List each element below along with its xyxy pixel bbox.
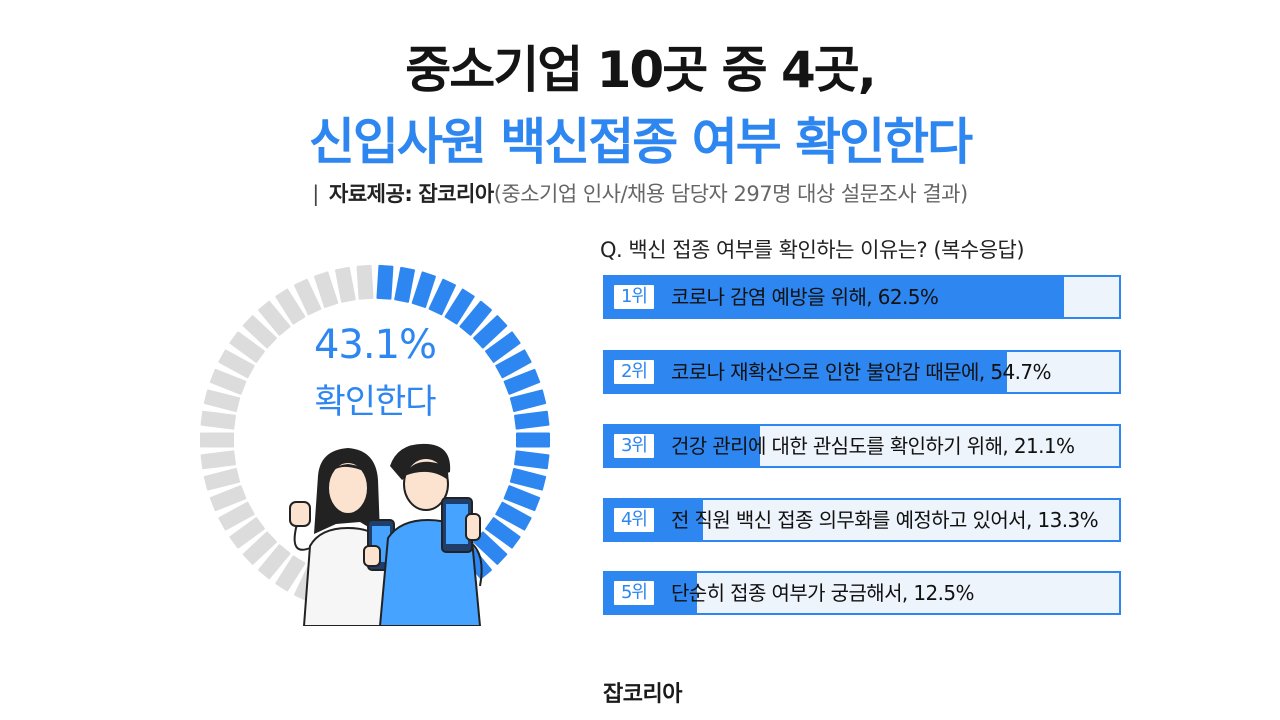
bar-label-1: 코로나 감염 예방을 위해, 62.5% bbox=[671, 285, 939, 309]
donut-segment-filled bbox=[473, 315, 508, 349]
donut-segment-empty bbox=[258, 300, 291, 336]
source-label: 자료제공: bbox=[329, 182, 413, 206]
rank-badge-1: 1위 bbox=[612, 283, 656, 311]
donut-segment-filled bbox=[509, 389, 547, 412]
donut-segment-filled bbox=[495, 349, 532, 379]
donut-segment-empty bbox=[209, 485, 247, 512]
donut-segment-empty bbox=[218, 501, 255, 531]
donut-segment-filled bbox=[428, 278, 456, 316]
rank-badge-5: 5위 bbox=[612, 579, 656, 607]
donut-segment-empty bbox=[229, 517, 265, 549]
donut-segment-empty bbox=[200, 432, 234, 448]
donut-segment-filled bbox=[376, 264, 394, 300]
donut-segment-empty bbox=[275, 288, 306, 325]
donut-segment-empty bbox=[200, 410, 236, 430]
bar-label-3: 건강 관리에 대한 관심도를 확인하기 위해, 21.1% bbox=[671, 434, 1075, 458]
donut-caption: 확인한다 bbox=[314, 382, 436, 422]
donut-segment-empty bbox=[294, 278, 322, 316]
donut-segment-filled bbox=[459, 300, 492, 336]
donut-segment-filled bbox=[503, 368, 541, 395]
donut-segment-filled bbox=[473, 531, 508, 565]
donut-segment-filled bbox=[503, 485, 541, 512]
rank-badge-2: 2위 bbox=[612, 358, 656, 386]
donut-segment-empty bbox=[229, 331, 265, 363]
bar-fill-2 bbox=[605, 352, 1007, 392]
donut-segment-empty bbox=[200, 450, 236, 470]
donut-segment-filled bbox=[485, 331, 521, 363]
donut-segment-empty bbox=[203, 468, 241, 491]
donut-segment-empty bbox=[242, 531, 277, 565]
source-detail: (중소기업 인사/채용 담당자 297명 대상 설문조사 결과) bbox=[493, 182, 969, 206]
bar-label-2: 코로나 재확산으로 인한 불안감 때문에, 54.7% bbox=[671, 360, 1051, 384]
donut-segment-filled bbox=[444, 288, 475, 325]
donut-segment-filled bbox=[495, 501, 532, 531]
donut-segment-empty bbox=[209, 368, 247, 395]
bar-label-4: 전 직원 백신 접종 의무화를 예정하고 있어서, 13.3% bbox=[671, 508, 1099, 532]
donut-segment-filled bbox=[485, 517, 521, 549]
donut-segment-filled bbox=[514, 450, 550, 470]
donut-segment-filled bbox=[411, 271, 436, 308]
source-line: | 자료제공: 잡코리아(중소기업 인사/채용 담당자 297명 대상 설문조사… bbox=[0, 178, 1280, 208]
donut-segment-empty bbox=[275, 555, 306, 592]
bar-row-1: 1위 코로나 감염 예방을 위해, 62.5% bbox=[603, 275, 1121, 319]
bar-row-5: 5위 단순히 접종 여부가 궁금해서, 12.5% bbox=[603, 571, 1121, 615]
rank-badge-4: 4위 bbox=[612, 506, 656, 534]
bar-row-2: 2위 코로나 재확산으로 인한 불안감 때문에, 54.7% bbox=[603, 350, 1121, 394]
donut-segment-empty bbox=[258, 544, 291, 580]
donut-segment-empty bbox=[314, 271, 339, 308]
survey-question: Q. 백신 접종 여부를 확인하는 이유는? (복수응답) bbox=[600, 238, 1025, 262]
donut-segment-empty bbox=[218, 349, 255, 379]
bar-label-5: 단순히 접종 여부가 궁금해서, 12.5% bbox=[671, 581, 975, 605]
source-divider: | bbox=[312, 182, 319, 206]
page-title-line1: 중소기업 10곳 중 4곳, bbox=[405, 41, 877, 99]
two-people-holding-phones-icon bbox=[289, 443, 483, 626]
donut-segment-filled bbox=[514, 410, 550, 430]
donut-segment-empty bbox=[335, 266, 356, 303]
brand-footer: 잡코리아 bbox=[603, 682, 682, 707]
donut-segment-empty bbox=[356, 264, 374, 300]
page-title-line2: 신입사원 백신접종 여부 확인한다 bbox=[308, 113, 973, 171]
bar-fill-1 bbox=[605, 277, 1064, 317]
source-provider: 잡코리아 bbox=[418, 182, 494, 206]
donut-segment-filled bbox=[394, 266, 415, 303]
donut-value-label: 43.1% bbox=[313, 322, 437, 368]
bar-row-4: 4위 전 직원 백신 접종 의무화를 예정하고 있어서, 13.3% bbox=[603, 498, 1121, 542]
donut-segment-filled bbox=[516, 432, 550, 448]
rank-badge-3: 3위 bbox=[612, 432, 656, 460]
donut-segment-filled bbox=[509, 468, 547, 491]
bar-row-3: 3위 건강 관리에 대한 관심도를 확인하기 위해, 21.1% bbox=[603, 424, 1121, 468]
donut-segment-empty bbox=[242, 315, 277, 349]
donut-segment-empty bbox=[203, 389, 241, 412]
